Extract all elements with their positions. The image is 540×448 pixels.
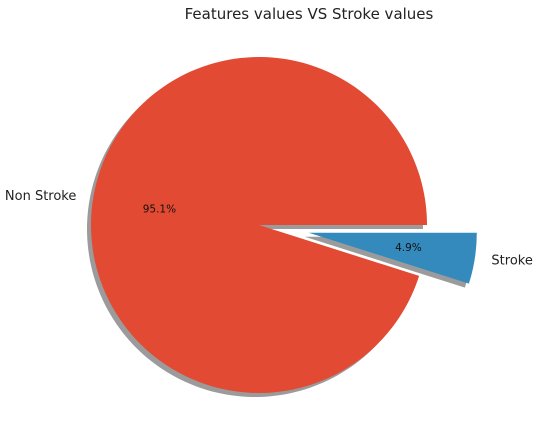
chart-title: Features values VS Stroke values [185,5,434,23]
pie-label-layer: Non Stroke 95.1% Stroke 4.9% [5,189,533,268]
slice-label: Non Stroke [5,189,76,204]
pie-slice-stroke [308,232,477,284]
percent-label: 4.9% [395,242,422,254]
pie-slice-layer [91,57,477,393]
slice-label: Stroke [491,254,532,269]
percent-label: 95.1% [143,204,176,216]
pie-slice-non-stroke [91,57,427,393]
